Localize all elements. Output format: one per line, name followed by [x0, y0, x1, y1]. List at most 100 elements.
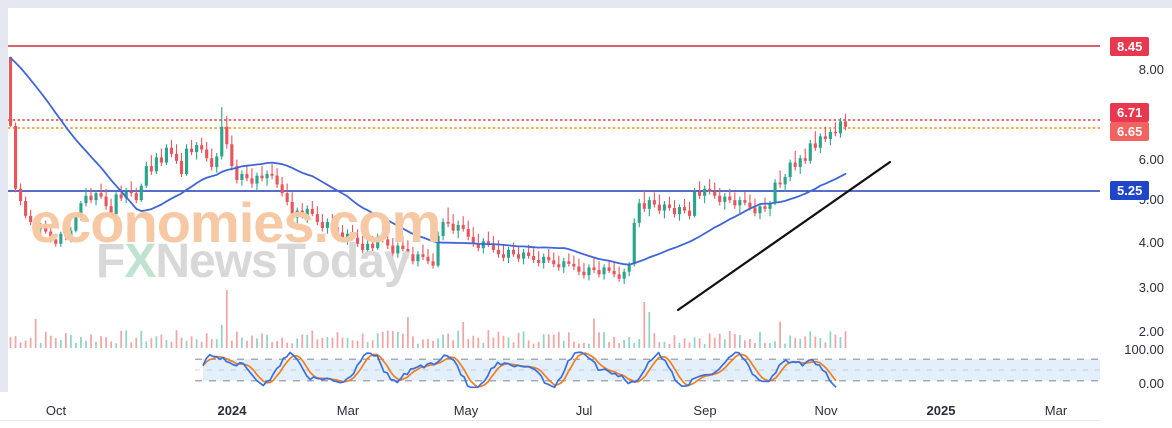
volume-bar — [70, 334, 72, 348]
volume-bar — [54, 338, 57, 348]
volume-bar — [165, 340, 168, 348]
candle-body — [728, 196, 732, 201]
candle-body — [703, 188, 707, 196]
volume-bar — [618, 343, 621, 348]
volume-bar — [663, 341, 666, 348]
candle-body — [818, 136, 822, 148]
volume-bar — [29, 337, 32, 348]
volume-bar — [271, 342, 273, 348]
volume-bar — [683, 338, 686, 348]
volume-bar — [794, 337, 797, 348]
volume-bar — [110, 341, 112, 348]
candle-body — [833, 132, 837, 134]
volume-bar — [301, 334, 304, 348]
volume-bar — [145, 341, 148, 348]
volume-bar — [557, 331, 560, 348]
candle-body — [280, 184, 284, 194]
candle-body — [250, 178, 254, 184]
candle-body — [708, 188, 712, 192]
candle-body — [89, 195, 93, 201]
volume-bar — [251, 335, 253, 348]
price-badge-6-65[interactable]: 6.65 — [1110, 122, 1150, 141]
candle-body — [114, 194, 118, 215]
candle-body — [8, 56, 13, 126]
candle-body — [396, 245, 400, 254]
volume-bar — [346, 337, 349, 348]
volume-bar — [733, 333, 736, 348]
candle-body — [476, 243, 480, 249]
volume-bar — [205, 333, 208, 348]
candle-body — [421, 254, 425, 257]
candle-body — [577, 266, 581, 272]
price-badge-6-71[interactable]: 6.71 — [1110, 103, 1150, 122]
moving-average-line — [9, 57, 847, 266]
time-tick-2025: 2025 — [926, 403, 956, 418]
candle-body — [753, 207, 757, 214]
candle-body — [471, 236, 475, 244]
candle-body — [773, 182, 777, 204]
candle-body — [310, 208, 314, 215]
volume-bar — [220, 324, 223, 348]
candle-body — [758, 206, 762, 214]
candle-body — [169, 147, 174, 154]
volume-bar — [291, 343, 294, 348]
price-badge-5-25[interactable]: 5.25 — [1110, 181, 1150, 200]
candle-body — [94, 193, 98, 201]
volume-bar — [628, 337, 631, 348]
volume-bar — [673, 335, 676, 348]
volume-bar — [638, 339, 641, 348]
candle-body — [240, 173, 244, 181]
candle-body — [607, 267, 611, 271]
candle-body — [361, 243, 365, 250]
time-tick-jul: Jul — [575, 403, 593, 418]
time-tick-mar: Mar — [336, 403, 360, 418]
volume-bar — [603, 332, 605, 348]
volume-bar — [562, 340, 565, 348]
volume-bar — [281, 337, 284, 348]
candle-body — [597, 269, 601, 275]
volume-bar — [598, 332, 600, 348]
price-tick-6-00: 6.00 — [1138, 152, 1164, 167]
candle-body — [200, 145, 204, 150]
volume-bar — [9, 337, 12, 348]
volume-bar — [24, 340, 27, 348]
price-plot-area[interactable]: economies.com FXNewsToday — [8, 8, 1100, 392]
volume-bar — [844, 331, 847, 348]
volume-bar — [19, 342, 22, 348]
volume-bar — [195, 339, 198, 348]
candle-body — [466, 228, 470, 237]
candle-body — [788, 162, 792, 177]
volume-bar — [215, 339, 218, 348]
volume-bar — [633, 343, 636, 348]
volume-bar — [799, 338, 802, 348]
volume-bar — [527, 340, 530, 348]
price-axis[interactable]: 8.00 6.00 5.00 4.00 3.00 2.00 100.00 0.00 8.45 6.… — [1100, 8, 1172, 392]
candle-body — [255, 175, 259, 184]
candle-body — [743, 200, 747, 203]
volume-bar — [567, 332, 570, 348]
volume-bar — [512, 342, 515, 348]
candle-body — [567, 261, 571, 264]
price-badge-8-45[interactable]: 8.45 — [1110, 37, 1150, 56]
volume-bar — [326, 337, 329, 348]
volume-bar — [407, 317, 409, 348]
candle-body — [69, 230, 73, 237]
candle-body — [401, 245, 405, 250]
candle-body — [652, 200, 656, 205]
frame-top-border — [0, 0, 1172, 8]
volume-bar — [316, 339, 319, 348]
volume-bar — [728, 330, 731, 348]
time-axis[interactable]: Oct 2024 Mar May Jul Sep Nov 2025 Mar — [0, 392, 1172, 428]
candle-body — [391, 245, 395, 254]
candle-body — [506, 249, 511, 258]
candle-body — [129, 191, 133, 194]
candle-body — [345, 233, 350, 240]
volume-bar — [135, 337, 138, 348]
candle-body — [315, 214, 319, 222]
candle-body — [295, 210, 299, 218]
volume-bar — [713, 337, 716, 348]
candle-body — [617, 274, 621, 279]
volume-bar — [447, 333, 449, 348]
frame-left-border — [0, 0, 8, 392]
